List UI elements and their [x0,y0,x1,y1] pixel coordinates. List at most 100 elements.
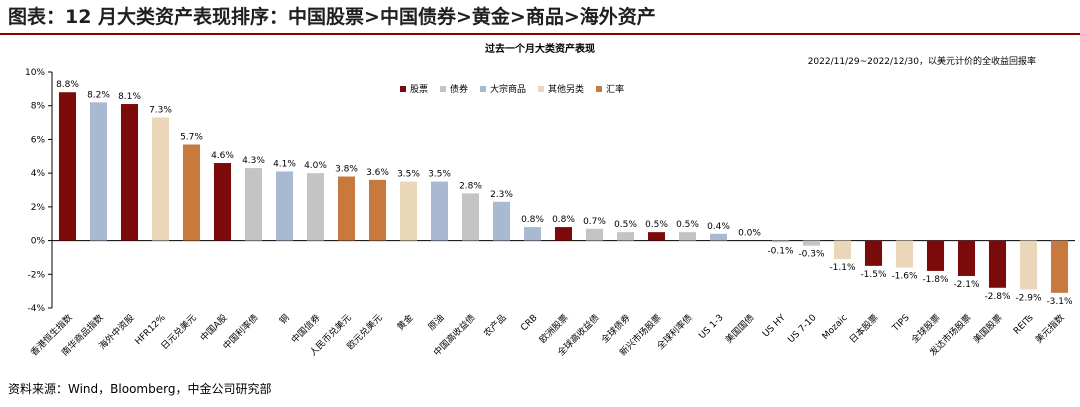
bar [647,232,666,241]
data-label: -0.3% [798,250,825,260]
category-label: 全球股票 [909,312,943,346]
source-note: 资料来源：Wind，Bloomberg，中金公司研究部 [8,382,272,396]
y-tick-label: 0% [31,237,46,247]
bar [151,117,170,241]
bar [802,240,821,246]
legend-item-bond: 债券 [440,82,468,95]
data-label: 0.8% [521,215,544,225]
data-label: 0.5% [614,220,637,230]
bar [244,168,263,241]
category-label: 欧洲股票 [537,312,571,346]
title-rule [0,33,1080,35]
data-label: 0.7% [583,217,606,227]
bar [430,181,449,241]
data-label: 4.1% [273,159,296,169]
data-label: 8.8% [56,80,79,90]
data-label: 4.6% [211,151,234,161]
bar [709,233,728,241]
data-label: 2.3% [490,190,513,200]
bar [399,181,418,241]
data-label: 4.0% [304,161,327,171]
data-label: 5.7% [180,132,203,142]
legend-label-commodity: 大宗商品 [490,85,527,95]
data-label: 2.8% [459,181,482,191]
category-label: 中国信券 [289,312,323,346]
bar [523,227,542,241]
bar [771,240,790,243]
bar [368,179,387,241]
bar [926,240,945,271]
data-label: -1.1% [829,263,856,273]
chart-legend: 股票 债券 大宗商品 其他另类 汇率 [400,82,624,95]
legend-label-fx: 汇率 [606,85,625,95]
data-label: -2.9% [1015,293,1042,303]
y-tick-label: 4% [31,169,46,179]
data-label: 3.5% [397,170,420,180]
bar [58,92,77,241]
bar [895,240,914,268]
legend-item-stock: 股票 [400,82,428,95]
data-label: 0.4% [707,222,730,232]
data-label: -2.1% [953,280,980,290]
category-label: Mozaic [821,313,850,342]
legend-swatch-fx [596,85,603,92]
legend-label-alternative: 其他另类 [548,85,585,95]
data-label: -1.6% [891,272,918,282]
bar [988,240,1007,288]
category-label: 农产品 [481,312,509,340]
chart-title: 过去一个月大类资产表现 [485,44,595,55]
category-label: 美国国债 [723,312,757,346]
category-label: TIPS [890,313,912,335]
bar [461,193,480,241]
legend-swatch-alternative [538,85,545,92]
y-tick-label: -2% [27,270,45,280]
bar [864,240,883,266]
legend-item-alternative: 其他另类 [538,82,584,95]
category-label: 黄金 [394,312,415,333]
data-label: 7.3% [149,106,172,116]
data-label: -0.1% [767,246,794,256]
legend-swatch-stock [400,85,406,92]
data-label: -1.5% [860,270,887,280]
bar [1019,240,1038,290]
y-tick-label: -4% [27,304,45,314]
bar [616,232,635,241]
data-label: 3.6% [366,168,389,178]
category-label: 原油 [425,312,446,333]
bar [492,201,511,241]
bar [337,176,356,241]
bar [182,144,201,241]
y-tick-label: 8% [31,102,46,112]
category-label: CRB [519,313,539,333]
category-label: 全球债券 [599,312,633,346]
legend-swatch-bond [440,85,447,92]
bar [554,227,573,241]
bar [306,173,325,241]
data-label: 0.5% [676,220,699,230]
data-label: 4.3% [242,156,265,166]
y-tick-label: 6% [31,135,46,145]
category-label: US 1-3 [697,313,725,341]
data-label: -1.8% [922,275,949,285]
category-label: 美国股票 [971,312,1005,346]
data-label: 0.8% [552,215,575,225]
legend-item-fx: 汇率 [596,82,624,95]
bar [585,228,604,241]
category-label: 日本股票 [847,312,881,346]
category-label: 铜 [277,312,292,327]
data-label: 0.0% [738,229,761,239]
chart-subtitle: 2022/11/29~2022/12/30，以美元计价的全收益回报率 [807,57,1036,67]
data-label: 8.2% [87,90,110,100]
category-label: US HY [761,313,788,340]
bar [678,232,697,241]
data-label: 8.1% [118,92,141,102]
legend-swatch-commodity [480,85,487,92]
bar [213,163,232,241]
data-label: 3.8% [335,165,358,175]
category-label: REITs [1012,313,1036,337]
category-label: US 7-10 [786,313,818,345]
figure-title: 图表：12 月大类资产表现排序：中国股票>中国债券>黄金>商品>海外资产 [8,6,656,28]
data-label: -2.8% [984,292,1011,302]
y-tick-label: 2% [31,203,46,213]
